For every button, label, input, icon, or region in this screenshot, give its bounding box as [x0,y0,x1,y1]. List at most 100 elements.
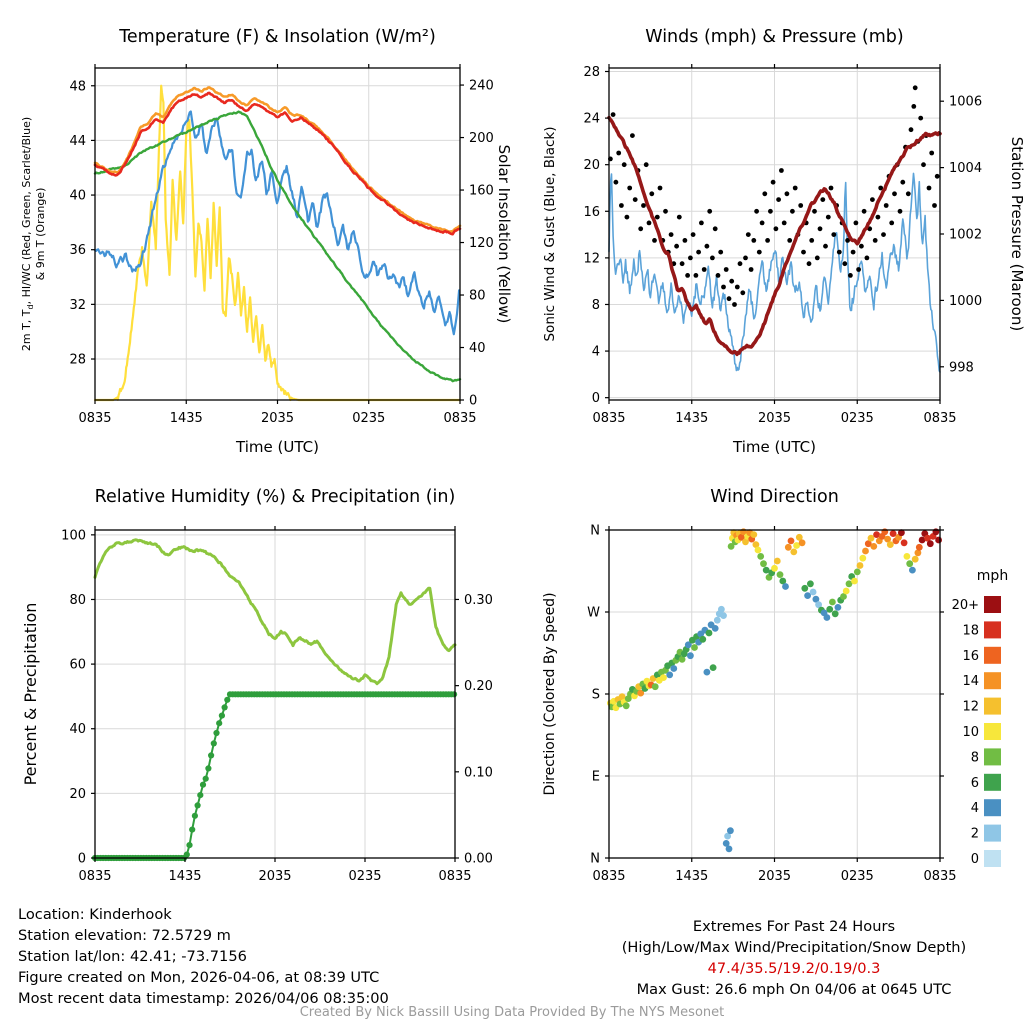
svg-text:0835: 0835 [592,411,625,426]
svg-text:0835: 0835 [923,869,956,884]
winds-pressure-panel: 0835 1435 2035 0235 0835 0 4 8 12 16 20 24 28 998 1000… [542,27,1024,456]
timestamp-line: Most recent data timestamp: 2026/04/06 0… [18,990,389,1007]
svg-text:240: 240 [469,79,494,94]
legend-swatch [984,646,1001,664]
left-axis-label: 2m T, Td, HI/WC (Red, Green, Scarlet/Blu… [20,117,35,351]
svg-text:2035: 2035 [258,869,291,884]
svg-text:0835: 0835 [443,411,476,426]
location-line: Location: Kinderhook [18,906,172,923]
svg-text:0.00: 0.00 [464,852,493,867]
legend-swatch [984,850,1001,867]
extremes-block: Extremes For Past 24 Hours (High/Low/Max… [574,916,1014,1000]
latlon-line: Station lat/lon: 42.41; -73.7156 [18,948,247,965]
series-sonic-wind [608,172,941,373]
svg-text:1002: 1002 [949,228,982,243]
series-direction [607,528,942,853]
tick-marks [91,526,459,862]
svg-text:S: S [592,688,600,703]
legend-swatch [984,621,1001,639]
x-axis-title: Time (UTC) [732,438,816,456]
credit-line: Created By Nick Bassill Using Data Provi… [299,1005,725,1020]
wind-direction-panel: 0835 1435 2035 0235 0835 N E S W N Wind Direction D… [542,487,1008,884]
svg-text:20: 20 [583,158,600,173]
svg-text:0235: 0235 [841,869,874,884]
x-axis-title: Time (UTC) [235,438,319,456]
svg-text:0: 0 [592,391,600,406]
tick-marks [91,64,464,404]
svg-text:12: 12 [583,251,600,266]
svg-text:36: 36 [69,243,86,258]
panel-title: Winds (mph) & Pressure (mb) [645,27,903,47]
svg-text:998: 998 [949,360,974,375]
svg-text:0.30: 0.30 [464,593,493,608]
svg-text:1435: 1435 [170,411,203,426]
series-2m-temp [93,91,462,236]
svg-text:2035: 2035 [261,411,294,426]
legend-label: 8 [971,750,979,765]
svg-text:40: 40 [69,722,86,737]
svg-text:1435: 1435 [675,411,708,426]
tick-labels: 0835 1435 2035 0235 0835 0 4 8 12 16 20 24 28 998 1000… [583,65,982,426]
right-axis-label: Solar Insolation (Yellow) [495,145,512,324]
winds-pressure-chart: 0835 1435 2035 0235 0835 0 4 8 12 16 20 24 28 998 1000… [542,27,1024,456]
legend-swatch [984,697,1001,715]
grid-lines [609,530,940,858]
legend-label: 14 [962,674,979,689]
legend-title: mph [977,568,1008,584]
svg-text:0235: 0235 [352,411,385,426]
legend-swatch [984,824,1001,842]
temperature-insolation-panel: 0835 1435 2035 0235 0835 28 32 36 40 44 48 0 40 80 120… [20,27,512,456]
legend-label: 18 [962,623,979,638]
legend-swatch [984,799,1001,817]
series-dewpoint [93,110,462,383]
legend-label: 0 [971,852,979,867]
series-9m-temp [93,86,462,233]
svg-text:160: 160 [469,184,494,199]
panel-title: Wind Direction [710,487,839,507]
svg-text:0235: 0235 [841,411,874,426]
svg-text:16: 16 [583,205,600,220]
legend-label: 4 [971,801,979,816]
temperature-insolation-chart: 0835 1435 2035 0235 0835 28 32 36 40 44 48 0 40 80 120… [20,27,512,456]
svg-text:N: N [590,524,600,539]
legend-swatch [984,596,1001,613]
legend-label: 12 [962,700,979,715]
left-axis-label: Percent & Precipitation [21,603,40,786]
svg-text:20: 20 [69,787,86,802]
svg-text:1000: 1000 [949,294,982,309]
legend-label: 2 [971,827,979,842]
humidity-precip-panel: 0835 1435 2035 0235 0835 0 20 40 60 80 100 0.00 0.10… [21,487,493,884]
svg-text:E: E [592,770,600,785]
svg-text:W: W [587,606,600,621]
wind-direction-chart: 0835 1435 2035 0235 0835 N E S W N Wind Direction D… [542,487,1008,884]
svg-text:60: 60 [69,658,86,673]
max-gust-line: Max Gust: 26.6 mph On 04/06 at 0645 UTC [636,981,952,998]
series-pressure [607,115,942,357]
svg-text:44: 44 [69,134,86,149]
series-gusts [608,85,940,307]
svg-text:200: 200 [469,131,494,146]
legend-swatch [984,672,1001,690]
svg-text:32: 32 [69,298,86,313]
legend-swatch [984,773,1001,791]
wind-speed-legend: mph 20+ 18 16 14 12 10 8 6 4 2 0 [952,568,1008,867]
svg-text:40: 40 [469,341,486,356]
series-relative-humidity [93,538,457,686]
svg-text:100: 100 [61,528,86,543]
svg-text:2035: 2035 [758,869,791,884]
svg-text:0835: 0835 [438,869,471,884]
tick-labels: 0835 1435 2035 0235 0835 28 32 36 40 44 48 0 40 80 120… [69,79,493,426]
svg-text:48: 48 [69,79,86,94]
svg-text:80: 80 [469,289,486,304]
svg-text:28: 28 [69,353,86,368]
left-axis-label: Direction (Colored By Speed) [542,592,558,795]
legend-label: 6 [971,776,979,791]
svg-text:0835: 0835 [592,869,625,884]
tick-labels: 0835 1435 2035 0235 0835 N E S W N [587,524,956,885]
svg-text:0: 0 [469,394,477,409]
station-info-block: Location: Kinderhook Station elevation: … [18,904,389,1009]
svg-text:1004: 1004 [949,161,982,176]
svg-text:0235: 0235 [348,869,381,884]
legend-swatch [984,748,1001,766]
